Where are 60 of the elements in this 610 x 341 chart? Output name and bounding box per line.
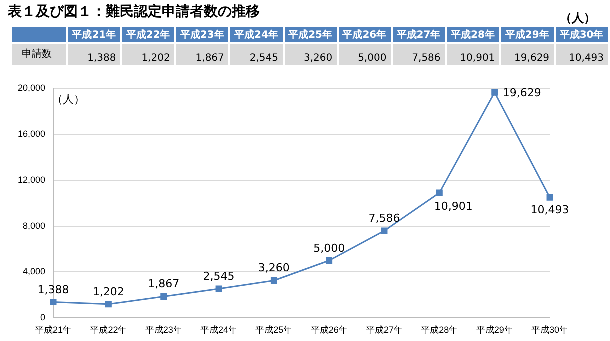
category-label: 平成29年 <box>505 30 550 40</box>
text: 10,901 <box>460 53 496 64</box>
point <box>270 278 278 284</box>
x-tick-label: 平成22年 <box>90 325 128 336</box>
category-label: 平成24年 <box>234 30 278 40</box>
y-tick-label: 16,000 <box>18 128 46 139</box>
x-tick-label: 平成27年 <box>366 325 404 336</box>
point <box>216 286 222 292</box>
data-label: 1,388 <box>38 283 70 296</box>
data-label: 10,901 <box>434 200 473 213</box>
point <box>105 301 112 308</box>
text: 1,388 <box>88 53 116 64</box>
category-label: 平成23年 <box>180 30 224 40</box>
data-label: 7,586 <box>368 212 400 226</box>
point <box>492 89 498 96</box>
text: 1,867 <box>196 53 224 64</box>
point <box>160 294 168 300</box>
text: 10,493 <box>569 53 604 64</box>
data-label: 5,000 <box>314 242 346 255</box>
text: （人） <box>560 10 596 27</box>
y-tick-label: 4,000 <box>22 266 46 277</box>
x-tick-label: 平成23年 <box>145 325 182 336</box>
y-tick-label: 12,000 <box>18 174 46 185</box>
data-label: 1,867 <box>148 278 180 291</box>
category-label: 平成27年 <box>396 30 441 40</box>
y-tick-label: 20,000 <box>18 82 46 93</box>
text: 7,586 <box>412 53 441 64</box>
point <box>381 228 388 234</box>
chart-title: 表１及び図１：難民認定申請者数の推移 <box>8 3 260 21</box>
x-tick-label: 平成29年 <box>476 325 514 336</box>
data-label: 10,493 <box>530 204 570 217</box>
text: 3,260 <box>304 53 333 64</box>
category-label: 平成30年 <box>560 30 604 40</box>
category-label: 平成22年 <box>126 30 170 40</box>
x-tick-label: 平成21年 <box>35 325 72 336</box>
data-label: 3,260 <box>258 262 290 275</box>
data-label: 1,202 <box>92 285 124 298</box>
data-label: 19,629 <box>502 86 542 100</box>
y-tick-label: 0 <box>40 312 46 323</box>
category-label: 平成25年 <box>288 30 333 40</box>
category-label: 平成26年 <box>342 30 387 40</box>
point <box>326 258 333 264</box>
text: 1,202 <box>142 53 170 64</box>
text: 2,545 <box>250 53 279 64</box>
x-tick-label: 平成25年 <box>256 325 293 336</box>
text: 5,000 <box>358 53 387 64</box>
text: 19,629 <box>514 53 550 64</box>
text: 申請数 <box>12 44 66 65</box>
data-label: 2,545 <box>203 270 235 283</box>
point <box>50 299 57 306</box>
y-tick-label: 8,000 <box>22 220 46 231</box>
point <box>546 194 554 201</box>
x-tick-label: 平成26年 <box>310 325 348 336</box>
x-tick-label: 平成28年 <box>421 325 458 336</box>
point <box>436 190 443 196</box>
x-tick-label: 平成30年 <box>531 325 569 336</box>
x-tick-label: 平成24年 <box>200 325 238 336</box>
category-label: 平成28年 <box>451 30 495 40</box>
y-axis-title: （人） <box>52 92 85 107</box>
category-label: 平成21年 <box>72 30 116 40</box>
